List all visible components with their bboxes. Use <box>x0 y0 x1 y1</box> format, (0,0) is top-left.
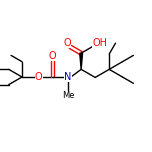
Polygon shape <box>80 53 83 69</box>
Text: OH: OH <box>92 38 107 48</box>
Text: O: O <box>63 38 71 48</box>
Text: O: O <box>49 51 56 61</box>
Text: Me: Me <box>62 91 74 100</box>
Text: O: O <box>35 72 43 82</box>
Text: N: N <box>64 72 72 82</box>
